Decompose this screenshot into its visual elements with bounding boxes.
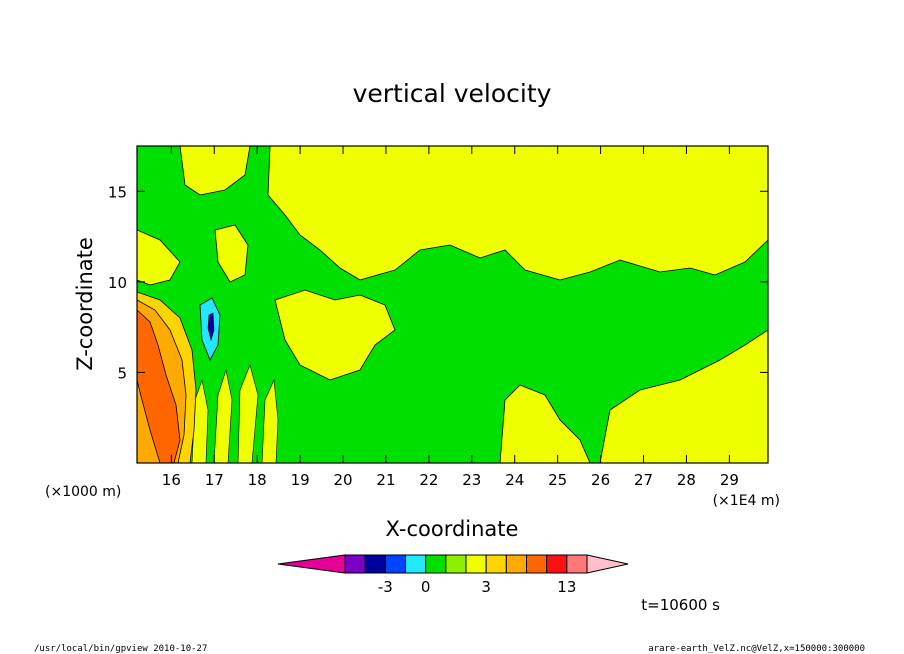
colorbar-arrow-right	[586, 554, 629, 574]
contour-surface-band-3	[237, 364, 259, 463]
colorbar-label: 3	[481, 578, 491, 596]
chart-title: vertical velocity	[353, 79, 552, 108]
contour-surface-band-2	[213, 368, 233, 463]
colorbar-segment	[425, 554, 447, 574]
colorbar-segment	[485, 554, 507, 574]
x-axis-label: X-coordinate	[386, 517, 519, 541]
contour-region-mid-yellow	[274, 289, 396, 381]
x-tick-label: 27	[634, 471, 653, 489]
contour-region-hot	[137, 309, 181, 463]
x-tick-label: 19	[291, 471, 310, 489]
x-tick-label: 22	[419, 471, 438, 489]
time-label: t=10600 s	[641, 596, 720, 614]
x-unit-right: (×1E4 m)	[713, 493, 780, 509]
y-tick-label: 5	[117, 364, 127, 382]
x-tick-label: 17	[205, 471, 224, 489]
colorbar-label: 0	[421, 578, 431, 596]
colorbar-segment	[384, 554, 407, 574]
contour-region-upper-yellow-2	[179, 146, 251, 196]
colorbar-segment	[546, 554, 568, 574]
contour-surface-bands	[191, 364, 279, 463]
y-tick-label: 15	[108, 183, 127, 201]
colorbar-label: -3	[378, 578, 393, 596]
contour-region-upper-yellow	[267, 146, 768, 281]
contour-region-downdraft-core	[207, 312, 215, 342]
x-tick-label: 28	[677, 471, 696, 489]
colorbar-label: 13	[557, 578, 576, 596]
colorbar-segment	[445, 554, 467, 574]
y-axis-label: Z-coordinate	[73, 237, 97, 371]
colorbar-segment	[566, 554, 588, 574]
x-tick-label: 29	[720, 471, 739, 489]
footer-left: /usr/local/bin/gpview 2010-10-27	[34, 644, 207, 654]
colorbar-segment	[505, 554, 528, 574]
x-tick-label: 24	[505, 471, 524, 489]
x-tick-label: 20	[333, 471, 352, 489]
x-unit-left: (×1000 m)	[45, 484, 121, 500]
colorbar: -3 0 3 13	[277, 554, 629, 596]
colorbar-segment	[364, 554, 386, 574]
x-axis-ticks: 16 17 18 19 20 21 22 23 24 25 26 27 28 29	[162, 146, 739, 489]
contour-surface-band-4	[261, 378, 279, 463]
footer-right: arare-earth_VelZ.nc@VelZ,x=150000:300000	[648, 644, 865, 654]
contour-region-upper-left-yellow	[137, 229, 181, 286]
colorbar-segment	[344, 554, 366, 574]
plot-frame	[136, 145, 769, 464]
contour-field	[137, 146, 768, 463]
contour-region-island-yellow	[214, 224, 249, 283]
colorbar-segment	[405, 554, 427, 574]
colorbar-arrow-left	[277, 554, 346, 574]
colorbar-segment	[465, 554, 487, 574]
x-tick-label: 23	[462, 471, 481, 489]
x-tick-label: 18	[248, 471, 267, 489]
x-tick-label: 16	[162, 471, 181, 489]
x-tick-label: 26	[591, 471, 610, 489]
contour-region-lower-yellow-2	[499, 384, 591, 463]
x-tick-label: 21	[376, 471, 395, 489]
colorbar-segment	[526, 554, 548, 574]
x-tick-label: 25	[548, 471, 567, 489]
y-tick-label: 10	[108, 274, 127, 292]
y-axis-ticks: 5 10 15	[108, 183, 768, 382]
contour-region-lower-right-yellow	[599, 329, 768, 463]
